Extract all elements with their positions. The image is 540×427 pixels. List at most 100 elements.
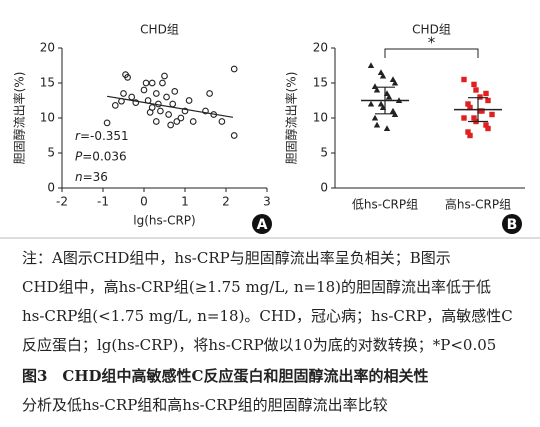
point	[465, 101, 471, 107]
y-tick-label: 15	[40, 76, 55, 90]
significance-bracket	[384, 48, 479, 58]
point	[467, 104, 473, 111]
point	[373, 121, 381, 128]
point	[148, 79, 156, 87]
point	[230, 65, 238, 73]
x-tick-label: 高hs-CRP组	[445, 197, 511, 212]
point	[159, 79, 166, 87]
point	[461, 115, 467, 121]
point	[477, 94, 483, 100]
chart-title: CHD组	[412, 23, 451, 37]
point	[142, 79, 150, 87]
x-tick-label: 3	[263, 195, 271, 209]
point	[165, 111, 172, 118]
point	[189, 118, 197, 125]
point	[177, 114, 185, 122]
stat-value: =-0.351	[80, 129, 129, 143]
point	[485, 125, 491, 132]
stat: n=36	[75, 170, 108, 184]
point	[148, 104, 156, 111]
caption-line: 注：A图示CHD组中，hs-CRP与胆固醇流出率呈负相关；B图示	[22, 249, 451, 267]
point	[391, 79, 399, 86]
stat-value: =0.036	[82, 149, 126, 163]
stat-value: =36	[83, 170, 108, 184]
error-bar	[375, 86, 395, 115]
point	[371, 114, 379, 121]
y-tick-label: 15	[313, 76, 328, 90]
figure-title: 图3 CHD组中高敏感性C反应蛋白和胆固醇流出率的相关性	[22, 367, 429, 385]
point	[473, 87, 479, 93]
panel-letter: A	[257, 217, 268, 233]
point	[103, 119, 111, 127]
y-tick-label: 0	[47, 181, 55, 195]
point	[173, 118, 181, 125]
point	[385, 93, 393, 100]
point	[128, 93, 136, 101]
point	[185, 97, 193, 104]
point	[111, 102, 119, 109]
y-tick-label: 10	[40, 111, 55, 125]
point	[379, 72, 387, 79]
stat: P=0.036	[75, 149, 127, 163]
panel-badge	[502, 214, 522, 234]
point	[479, 108, 485, 114]
point	[202, 107, 209, 115]
y-tick-label: 5	[47, 146, 55, 160]
point	[167, 121, 174, 129]
point	[140, 86, 148, 94]
point	[489, 111, 495, 118]
stat-symbol: r	[75, 129, 81, 143]
point	[124, 74, 131, 81]
point	[483, 122, 489, 128]
panel-letter: B	[507, 217, 518, 233]
caption-line: CHD组中，高hs-CRP组(≥1.75 mg/L, n=18)的胆固醇流出率低…	[22, 278, 491, 296]
trend-line	[107, 95, 234, 118]
stat: r=-0.351	[75, 129, 129, 143]
point	[171, 88, 179, 95]
point	[461, 76, 467, 83]
y-axis-label: 胆固醇流出率(%)	[12, 72, 27, 165]
point	[230, 132, 238, 139]
point	[367, 62, 375, 68]
x-tick-label: 0	[140, 195, 148, 209]
caption-line: 反应蛋白；lg(hs-CRP)，将hs-CRP做以10为底的对数转换；*P<0.…	[22, 336, 496, 354]
point	[383, 125, 391, 131]
x-tick-label: 2	[222, 195, 230, 209]
point	[465, 129, 471, 135]
panel-badge	[252, 214, 272, 234]
x-tick-label: 1	[181, 195, 189, 209]
point	[152, 118, 160, 125]
point	[218, 118, 226, 125]
point	[181, 107, 189, 115]
y-tick-label: 20	[313, 41, 328, 55]
y-axis-label: 胆固醇流出率(%)	[284, 72, 299, 165]
x-axis-label: lg(hs-CRP)	[133, 214, 195, 228]
stat-symbol: P	[75, 149, 83, 163]
caption-line: hs-CRP组(<1.75 mg/L, n=18)。CHD，冠心病；hs-CRP…	[22, 307, 513, 325]
point	[157, 107, 164, 115]
point	[367, 100, 375, 107]
point	[483, 90, 489, 97]
point	[120, 90, 127, 97]
chart-title: CHD组	[140, 23, 179, 37]
y-tick-label: 20	[40, 41, 55, 55]
y-tick-label: 10	[313, 111, 328, 125]
point	[206, 90, 213, 97]
stat-symbol: n	[75, 170, 83, 184]
figure-title-cont: 分析及低hs-CRP组和高hs-CRP组的胆固醇流出率比较	[22, 396, 388, 414]
point	[152, 90, 160, 97]
point	[467, 132, 473, 139]
point	[471, 115, 477, 121]
significance: *	[428, 34, 436, 52]
point	[485, 97, 491, 104]
x-tick-label: -2	[56, 195, 68, 209]
error-bar	[468, 97, 488, 123]
point	[169, 100, 177, 108]
y-tick-label: 0	[320, 181, 328, 195]
point	[373, 86, 381, 93]
point	[161, 72, 168, 80]
point	[132, 99, 140, 106]
x-tick-label: 低hs-CRP组	[352, 198, 418, 212]
x-tick-label: -1	[97, 195, 109, 209]
